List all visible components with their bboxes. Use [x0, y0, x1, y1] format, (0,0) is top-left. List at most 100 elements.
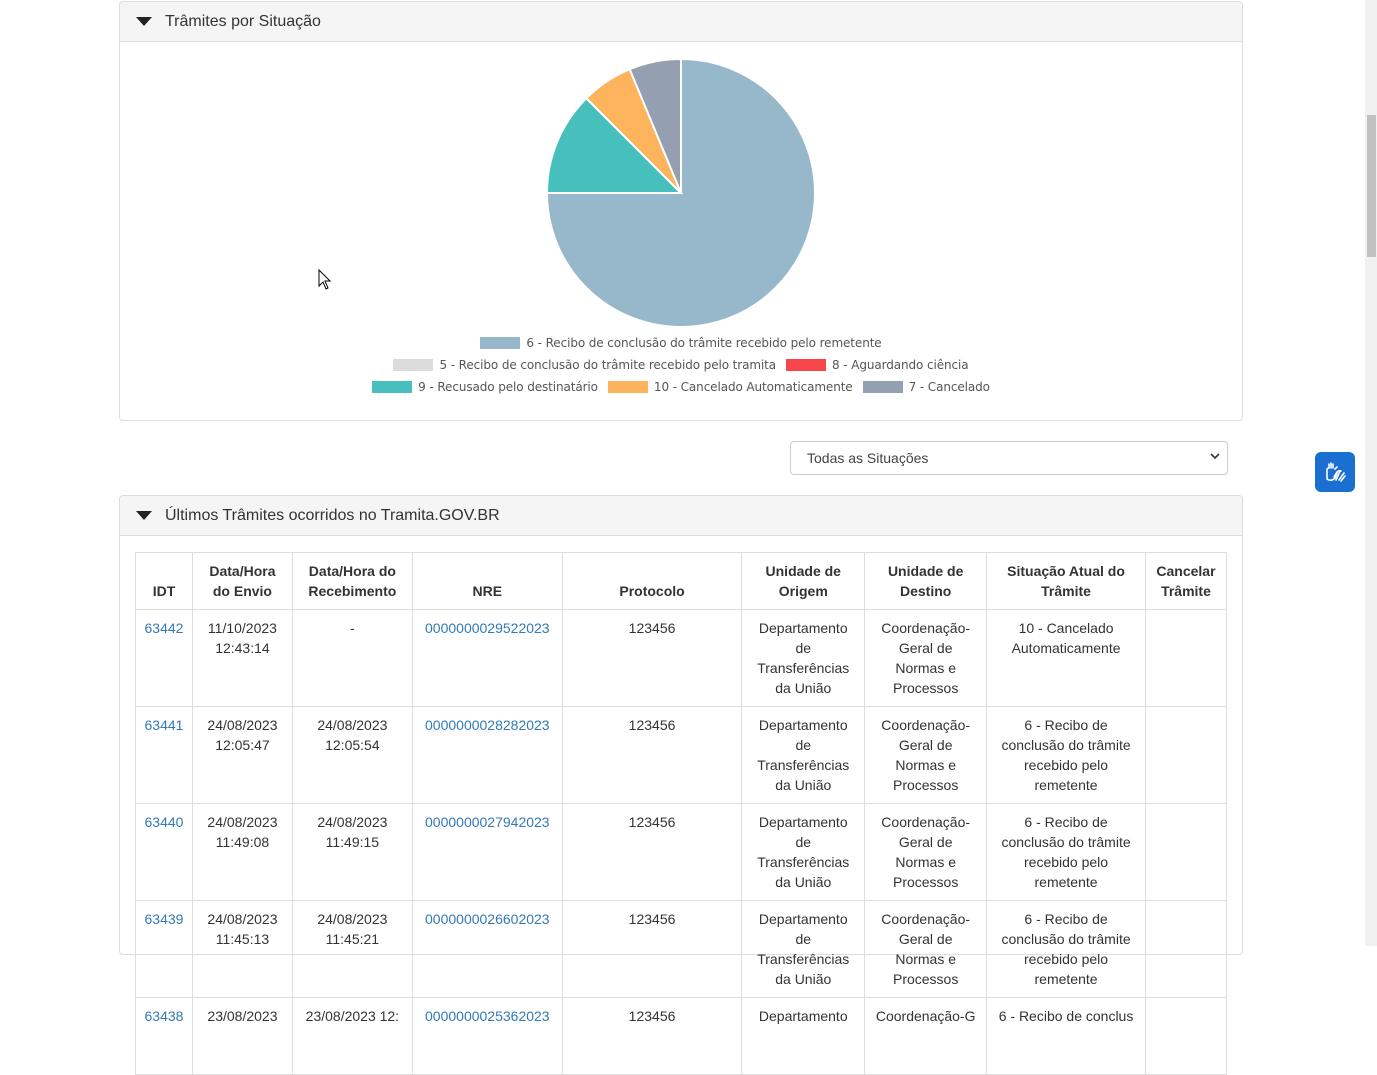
tramites-table: IDT Data/Hora do Envio Data/Hora do Rece… — [135, 552, 1228, 1075]
column-header[interactable]: Data/Hora do Envio — [191, 552, 293, 610]
caret-down-icon[interactable] — [136, 17, 152, 26]
idt-link[interactable]: 63440 — [144, 814, 184, 830]
cell-origem: Departamento de Transferências da União — [741, 900, 866, 998]
cell-cancelar — [1144, 706, 1228, 804]
legend-item[interactable]: 8 - Aguardando ciência — [786, 358, 969, 372]
scrollbar-thumb[interactable] — [1367, 115, 1376, 257]
legend-swatch — [607, 381, 648, 393]
cell-receb: 24/08/2023 12:05:54 — [291, 706, 413, 804]
cell-idt: 63438 — [135, 997, 193, 1075]
panel-header-ultimos[interactable]: Últimos Trâmites ocorridos no Tramita.GO… — [120, 496, 1242, 536]
column-header[interactable]: Unidade de Destino — [864, 552, 988, 610]
cell-origem: Departamento de Transferências da União — [741, 609, 866, 707]
cell-situacao: 6 - Recibo de conclusão do trâmite receb… — [986, 803, 1146, 901]
pie-slice[interactable] — [628, 58, 682, 194]
nre-link[interactable]: 0000000028282023 — [425, 717, 550, 733]
column-header[interactable]: NRE — [411, 552, 563, 610]
accessibility-button[interactable] — [1315, 452, 1355, 492]
cell-idt: 63439 — [135, 900, 193, 998]
cell-protocolo: 123456 — [561, 997, 743, 1075]
cell-receb: 24/08/2023 11:49:15 — [291, 803, 413, 901]
cell-nre: 0000000025362023 — [411, 997, 563, 1075]
caret-down-icon[interactable] — [136, 511, 152, 520]
cell-destino: Coordenação-Geral de Normas e Processos — [864, 609, 988, 707]
cell-envio: 24/08/2023 11:49:08 — [191, 803, 293, 901]
legend-swatch — [480, 337, 521, 349]
idt-link[interactable]: 63441 — [144, 717, 184, 733]
cell-receb: 24/08/2023 11:45:21 — [291, 900, 413, 998]
nre-link[interactable]: 0000000026602023 — [425, 911, 550, 927]
legend-item[interactable]: 5 - Recibo de conclusão do trâmite receb… — [393, 358, 776, 372]
cell-envio: 24/08/2023 12:05:47 — [191, 706, 293, 804]
cell-situacao: 6 - Recibo de conclusão do trâmite receb… — [986, 900, 1146, 998]
idt-link[interactable]: 63442 — [144, 620, 184, 636]
legend-item[interactable]: 6 - Recibo de conclusão do trâmite receb… — [480, 336, 882, 350]
cell-destino: Coordenação-Geral de Normas e Processos — [864, 706, 988, 804]
legend-swatch — [862, 381, 903, 393]
cell-protocolo: 123456 — [561, 609, 743, 707]
column-header[interactable]: Data/Hora do Recebimento — [291, 552, 413, 610]
select-value: Todas as Situações — [807, 450, 929, 466]
legend-label: 5 - Recibo de conclusão do trâmite receb… — [439, 358, 777, 372]
table-row: 63442 11/10/2023 12:43:14-000000002952202… — [135, 609, 1228, 707]
legend-label: 9 - Recusado pelo destinatário — [418, 380, 598, 394]
cell-cancelar — [1144, 997, 1228, 1075]
cell-protocolo: 123456 — [561, 803, 743, 901]
idt-link[interactable]: 63439 — [144, 911, 184, 927]
cell-origem: Departamento — [741, 997, 866, 1075]
panel-title-situacao: Trâmites por Situação — [165, 12, 321, 30]
cell-destino: Coordenação-G — [864, 997, 988, 1075]
nre-link[interactable]: 0000000025362023 — [425, 1008, 550, 1024]
cell-cancelar — [1144, 900, 1228, 998]
cell-protocolo: 123456 — [561, 706, 743, 804]
table-row: 63440 24/08/2023 11:49:08 24/08/2023 11:49… — [135, 803, 1228, 901]
cell-envio: 23/08/2023 — [191, 997, 293, 1075]
cell-destino: Coordenação-Geral de Normas e Processos — [864, 803, 988, 901]
column-header[interactable]: Protocolo — [561, 552, 743, 610]
legend-row: 6 - Recibo de conclusão do trâmite receb… — [120, 336, 1242, 350]
column-header[interactable]: Cancelar Trâmite — [1144, 552, 1228, 610]
column-header[interactable]: Unidade de Origem — [741, 552, 866, 610]
legend-item[interactable]: 9 - Recusado pelo destinatário — [372, 380, 598, 394]
nre-link[interactable]: 0000000027942023 — [425, 814, 550, 830]
legend-row: 5 - Recibo de conclusão do trâmite receb… — [120, 358, 1242, 372]
cell-idt: 63442 — [135, 609, 193, 707]
cell-origem: Departamento de Transferências da União — [741, 803, 866, 901]
panel-ultimos-tramites: Últimos Trâmites ocorridos no Tramita.GO… — [119, 495, 1243, 1075]
cell-situacao: 6 - Recibo de conclusão do trâmite receb… — [986, 706, 1146, 804]
pie-slice[interactable] — [546, 96, 684, 194]
cell-receb: - — [291, 609, 413, 707]
cell-envio: 24/08/2023 11:45:13 — [191, 900, 293, 998]
cell-idt: 63440 — [135, 803, 193, 901]
legend-swatch — [393, 359, 434, 371]
panel-title-ultimos: Últimos Trâmites ocorridos no Tramita.GO… — [165, 506, 500, 524]
situacao-filter-select[interactable]: Todas as Situações — [790, 441, 1228, 475]
table-row: 63439 24/08/2023 11:45:13 24/08/2023 11:45… — [135, 900, 1228, 998]
idt-link[interactable]: 63438 — [144, 1008, 184, 1024]
legend-label: 7 - Cancelado — [908, 380, 990, 394]
legend-item[interactable]: 7 - Cancelado — [862, 380, 990, 394]
cell-situacao: 10 - Cancelado Automaticamente — [986, 609, 1146, 707]
cell-cancelar — [1144, 609, 1228, 707]
sign-language-hands-icon — [1326, 462, 1346, 482]
mouse-cursor-icon — [318, 269, 332, 290]
cell-cancelar — [1144, 803, 1228, 901]
column-header[interactable]: Situação Atual do Trâmite — [986, 552, 1146, 610]
legend-row: 9 - Recusado pelo destinatário 10 - Cance… — [120, 380, 1242, 394]
legend-item[interactable]: 10 - Cancelado Automaticamente — [607, 380, 853, 394]
cell-protocolo: 123456 — [561, 900, 743, 998]
legend-label: 10 - Cancelado Automaticamente — [653, 380, 853, 394]
nre-link[interactable]: 0000000029522023 — [425, 620, 550, 636]
cell-nre: 0000000026602023 — [411, 900, 563, 998]
panel-header-situacao[interactable]: Trâmites por Situação — [120, 2, 1242, 42]
cell-destino: Coordenação-Geral de Normas e Processos — [864, 900, 988, 998]
cell-origem: Departamento de Transferências da União — [741, 706, 866, 804]
cell-nre: 0000000029522023 — [411, 609, 563, 707]
chevron-down-icon — [1209, 450, 1221, 465]
column-header[interactable]: IDT — [135, 552, 193, 610]
legend-label: 6 - Recibo de conclusão do trâmite receb… — [526, 336, 882, 350]
panel-tramites-por-situacao: Trâmites por Situação 6 - Recibo de conc… — [119, 1, 1243, 421]
table-row: 63441 24/08/2023 12:05:47 24/08/2023 12:05… — [135, 706, 1228, 804]
pie-chart — [546, 58, 816, 328]
page-scrollbar[interactable] — [1365, 0, 1377, 946]
